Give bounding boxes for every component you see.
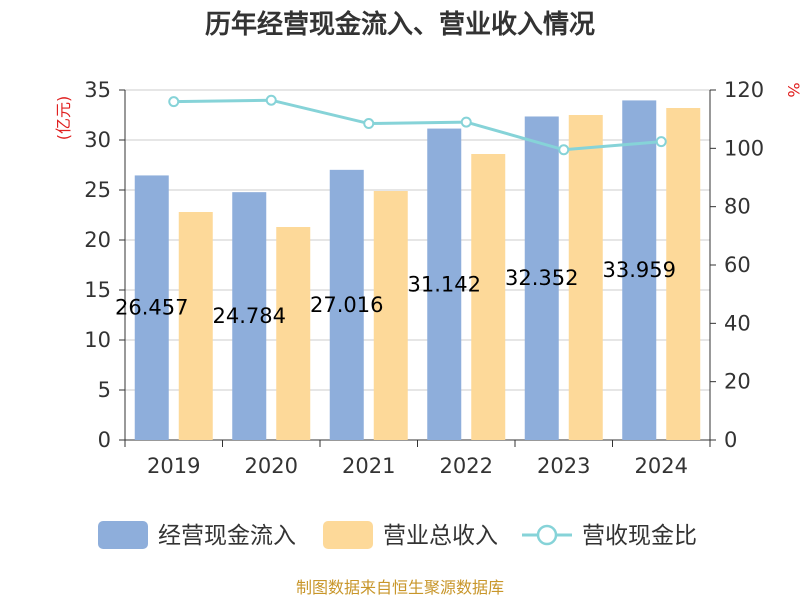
legend: 经营现金流入 营业总收入 营收现金比: [98, 521, 697, 549]
bar-cash-inflow: [329, 169, 364, 440]
legend-label-cash-inflow: 经营现金流入: [158, 523, 296, 549]
right-axis-tick-label: 100: [724, 136, 764, 160]
ratio-point: [558, 144, 570, 156]
bar-data-label: 27.016: [310, 293, 383, 317]
legend-label-ratio: 营收现金比: [582, 523, 697, 549]
x-axis-tick-label: 2022: [440, 454, 493, 478]
ratio-series-line: [173, 98, 662, 152]
bar-data-label: 33.959: [603, 258, 676, 282]
bar-cash-inflow: [134, 175, 169, 440]
chart-title: 历年经营现金流入、营业收入情况: [205, 9, 595, 40]
x-axis-tick-label: 2019: [147, 454, 200, 478]
axes: [119, 89, 716, 447]
x-axis-tick-label: 2024: [635, 454, 688, 478]
bars: [134, 100, 701, 440]
bar-data-label: 26.457: [115, 296, 188, 320]
right-axis-tick-label: 20: [724, 370, 751, 394]
bar-data-label: 24.784: [213, 304, 286, 328]
bar-data-label: 31.142: [408, 272, 481, 296]
legend-label-total-revenue: 营业总收入: [383, 523, 498, 549]
left-axis-tick-label: 15: [84, 278, 111, 302]
ratio-line: [168, 94, 667, 156]
tick-labels: 0 5 10 15 20 25 30 35 0 20 40 60 80 100 120 2019 2020 202…: [84, 78, 764, 478]
bar-data-label: 32.352: [505, 266, 578, 290]
bar-cash-inflow: [622, 100, 657, 440]
left-axis-tick-label: 30: [84, 128, 111, 152]
left-axis-tick-label: 0: [98, 428, 111, 452]
ratio-point: [265, 94, 277, 106]
bar-total-revenue: [276, 227, 311, 440]
ratio-point: [168, 96, 180, 108]
left-axis-tick-label: 20: [84, 228, 111, 252]
x-axis-tick-label: 2020: [245, 454, 298, 478]
x-axis-tick-label: 2023: [537, 454, 590, 478]
bar-total-revenue: [373, 191, 408, 440]
ratio-point: [655, 136, 667, 148]
x-axis-tick-label: 2021: [342, 454, 395, 478]
right-axis-tick-label: 80: [724, 195, 751, 219]
right-axis-tick-label: 40: [724, 311, 751, 335]
right-axis-unit: %: [784, 82, 800, 97]
right-axis-tick-label: 120: [724, 78, 764, 102]
bar-cash-inflow: [524, 116, 559, 440]
legend-swatch-cash-inflow: [98, 521, 148, 549]
data-labels: 26.457 24.784 27.016 31.142 32.352 33.959: [115, 258, 676, 328]
bar-total-revenue: [178, 212, 213, 440]
source-note: 制图数据来自恒生聚源数据库: [296, 578, 504, 597]
left-axis-tick-label: 35: [84, 78, 111, 102]
bar-cash-inflow: [427, 128, 462, 440]
bar-total-revenue: [666, 108, 701, 440]
legend-marker-ratio: [536, 524, 558, 546]
left-axis-unit: (亿元): [54, 96, 73, 141]
bar-total-revenue: [568, 115, 603, 440]
ratio-point: [363, 118, 375, 130]
ratio-point: [460, 116, 472, 128]
gridlines: [125, 89, 710, 391]
right-axis-tick-label: 60: [724, 253, 751, 277]
legend-swatch-total-revenue: [323, 521, 373, 549]
bar-total-revenue: [471, 154, 506, 440]
left-axis-tick-label: 10: [84, 328, 111, 352]
left-axis-tick-label: 5: [98, 378, 111, 402]
right-axis-tick-label: 0: [724, 428, 737, 452]
bar-cash-inflow: [232, 192, 267, 440]
left-axis-tick-label: 25: [84, 178, 111, 202]
